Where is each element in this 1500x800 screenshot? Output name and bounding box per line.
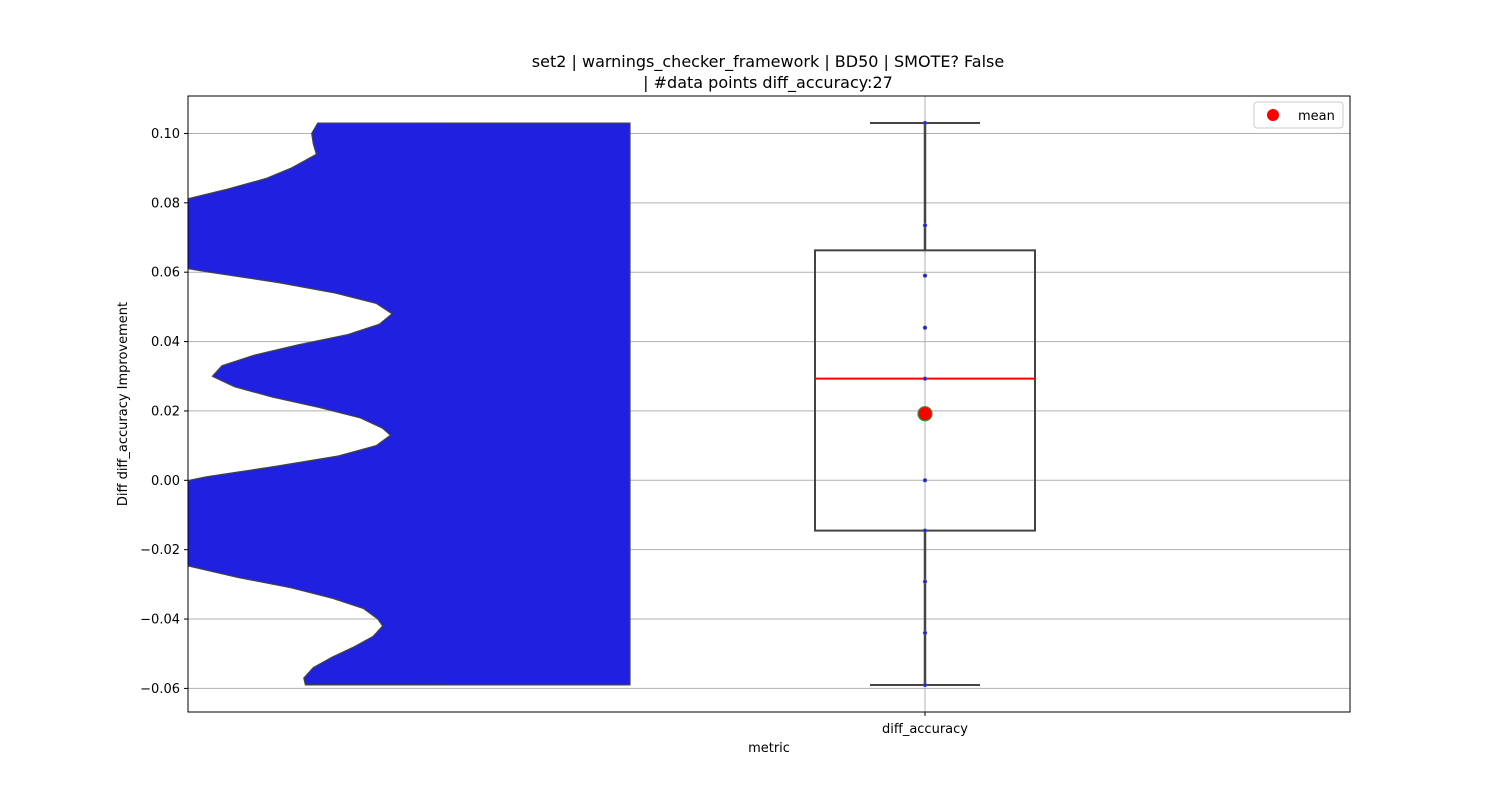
- chart-title-line2: | #data points diff_accuracy:27: [643, 73, 893, 93]
- y-tick-label-1: −0.04: [140, 613, 180, 628]
- data-point-0: [922, 120, 928, 126]
- data-point-5: [922, 478, 928, 483]
- y-tick-label-4: 0.02: [151, 404, 180, 419]
- data-point-7: [922, 579, 928, 584]
- data-point-8: [922, 630, 928, 636]
- y-tick-label-0: −0.06: [140, 682, 180, 697]
- y-axis: −0.06 −0.04 −0.02 0.00 0.02 0.04 0.06 0.08 0.10: [140, 127, 188, 697]
- mean-marker: [917, 406, 933, 422]
- legend-marker-mean: [1267, 109, 1279, 121]
- x-tick-label-0: diff_accuracy: [882, 722, 968, 737]
- y-tick-label-7: 0.08: [151, 196, 180, 211]
- x-axis: diff_accuracy: [882, 712, 968, 737]
- legend: mean: [1253, 101, 1344, 129]
- y-axis-label: Diff diff_accuracy Improvement: [116, 302, 131, 506]
- x-axis-label: metric: [748, 741, 790, 756]
- violin-layer: [188, 122, 631, 686]
- y-tick-label-2: −0.02: [140, 543, 180, 558]
- points-layer: [922, 120, 928, 688]
- y-tick-label-6: 0.06: [151, 266, 180, 281]
- mean-layer: [917, 406, 933, 422]
- y-tick-label-5: 0.04: [151, 335, 180, 350]
- legend-frame: [1253, 101, 1344, 129]
- data-point-1: [922, 223, 928, 228]
- data-point-2: [922, 273, 928, 278]
- data-point-9: [922, 682, 928, 688]
- y-tick-label-3: 0.00: [151, 474, 180, 489]
- violin-body: [188, 122, 631, 686]
- legend-label-mean: mean: [1298, 109, 1335, 124]
- y-tick-label-8: 0.10: [151, 127, 180, 142]
- data-point-4: [922, 376, 928, 381]
- data-point-3: [922, 325, 928, 330]
- plot-frame: [187, 95, 1351, 713]
- chart-title-line1: set2 | warnings_checker_framework | BD50…: [532, 52, 1004, 72]
- data-point-6: [922, 528, 928, 533]
